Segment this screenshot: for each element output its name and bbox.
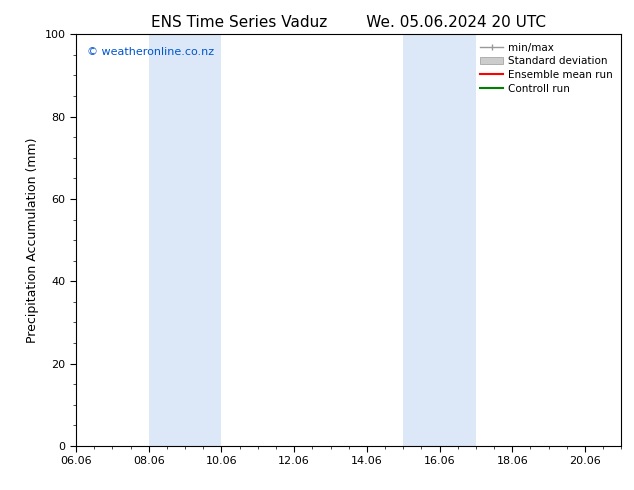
Y-axis label: Precipitation Accumulation (mm): Precipitation Accumulation (mm) — [26, 137, 39, 343]
Bar — [403, 34, 476, 446]
Text: © weatheronline.co.nz: © weatheronline.co.nz — [87, 47, 214, 57]
Legend: min/max, Standard deviation, Ensemble mean run, Controll run: min/max, Standard deviation, Ensemble me… — [477, 40, 616, 97]
Bar — [149, 34, 221, 446]
Title: ENS Time Series Vaduz        We. 05.06.2024 20 UTC: ENS Time Series Vaduz We. 05.06.2024 20 … — [151, 15, 547, 30]
